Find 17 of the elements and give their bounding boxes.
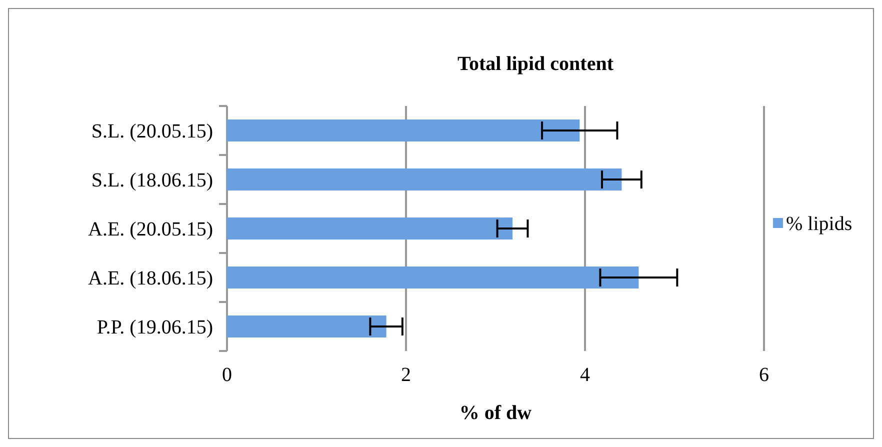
x-axis-title: % of dw: [459, 402, 532, 424]
bar: [227, 315, 386, 338]
x-tick-label: 2: [401, 364, 411, 386]
y-tick-label: S.L. (20.05.15): [91, 120, 213, 142]
bar: [227, 119, 580, 142]
x-tick-label: 6: [759, 364, 769, 386]
y-tick-label: A.E. (20.05.15): [88, 218, 213, 240]
x-tick-label: 4: [580, 364, 590, 386]
bar: [227, 168, 622, 191]
chart-title: Total lipid content: [458, 53, 614, 75]
bar: [227, 217, 513, 240]
bar: [227, 266, 639, 289]
y-tick-label: S.L. (18.06.15): [91, 170, 213, 192]
legend-label: % lipids: [786, 213, 852, 235]
y-tick-label: P.P. (19.06.15): [96, 316, 213, 338]
x-tick-label: 0: [222, 364, 232, 386]
y-tick-label: A.E. (18.06.15): [88, 268, 213, 290]
